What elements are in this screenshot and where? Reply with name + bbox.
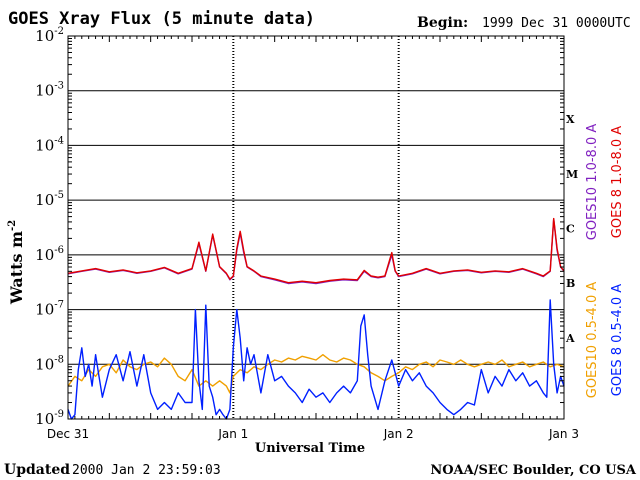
updated-label: Updated (4, 462, 70, 478)
y-tick-label: 10-2 (35, 26, 64, 45)
series-goes8-short (67, 299, 565, 420)
y-tick-label: 10-5 (35, 190, 64, 209)
y-tick-label: 10-3 (35, 81, 64, 100)
x-tick-label: Dec 31 (47, 427, 89, 441)
flare-class-a: A (565, 332, 575, 345)
legend-goes8-short: GOES 8 0.5-4.0 A (610, 284, 625, 396)
x-tick-label: Jan 1 (217, 427, 248, 441)
y-tick-label: 10-4 (35, 135, 64, 154)
updated-value: 2000 Jan 2 23:59:03 (72, 463, 221, 478)
flare-class-m: M (566, 168, 578, 181)
y-tick-label: 10-9 (35, 409, 64, 428)
flare-class-c: C (566, 223, 575, 236)
begin-value: 1999 Dec 31 0000UTC (482, 16, 631, 31)
legend-goes8-long: GOES 8 1.0-8.0 A (610, 126, 625, 238)
x-tick-label: Jan 2 (383, 427, 414, 441)
legend-goes10-short: GOES10 0.5-4.0 A (585, 282, 600, 399)
series-goes8-long (67, 217, 565, 284)
series-goes10-short (67, 354, 565, 394)
series-layer (67, 217, 565, 420)
y-tick-label: 10-8 (35, 354, 64, 373)
y-tick-label: 10-6 (35, 245, 64, 264)
begin-label: Begin: (417, 15, 468, 31)
legend-goes10-long: GOES10 1.0-8.0 A (585, 124, 600, 241)
chart-title: GOES Xray Flux (5 minute data) (8, 9, 315, 29)
axis-layer: 10-9 10-8 10-7 10-6 10-5 10-4 10-3 10-2 Dec 31 Ja… (35, 26, 579, 441)
y-tick-label: 10-7 (35, 300, 64, 319)
flare-class-x: X (566, 113, 575, 126)
y-axis-label-text: Watts m (7, 231, 26, 305)
flare-class-b: B (566, 277, 575, 290)
x-axis-label: Universal Time (255, 441, 365, 456)
legend: GOES10 1.0-8.0 A GOES 8 1.0-8.0 A GOES10 0… (585, 124, 625, 399)
series-goes10-long (67, 218, 565, 285)
y-axis-label-sup: -2 (7, 220, 18, 231)
credit-text: NOAA/SEC Boulder, CO USA (430, 463, 637, 478)
y-axis-label: Watts m-2 (7, 220, 26, 305)
x-tick-label: Jan 3 (548, 427, 579, 441)
